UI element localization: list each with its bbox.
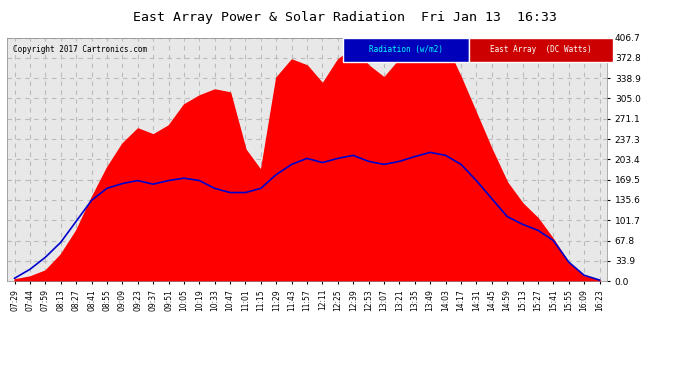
Text: East Array Power & Solar Radiation  Fri Jan 13  16:33: East Array Power & Solar Radiation Fri J…: [133, 11, 557, 24]
Text: Copyright 2017 Cartronics.com: Copyright 2017 Cartronics.com: [13, 45, 147, 54]
Text: Radiation (w/m2): Radiation (w/m2): [369, 45, 443, 54]
FancyBboxPatch shape: [343, 38, 469, 62]
FancyBboxPatch shape: [469, 38, 613, 62]
Text: East Array  (DC Watts): East Array (DC Watts): [491, 45, 592, 54]
